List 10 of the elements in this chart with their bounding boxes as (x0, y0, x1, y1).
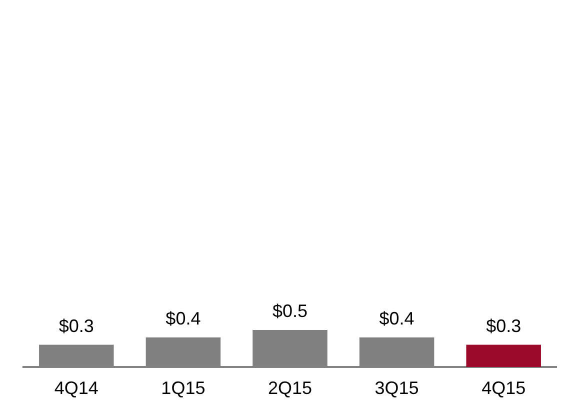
data-label: $0.4 (379, 308, 414, 328)
x-tick-label: 1Q15 (161, 378, 206, 398)
x-tick-label: 4Q15 (482, 378, 526, 398)
data-label: $0.3 (486, 316, 522, 336)
x-tick-label: 4Q14 (54, 378, 98, 398)
data-label: $0.3 (58, 316, 94, 336)
x-tick-label: 2Q15 (268, 378, 312, 398)
x-tick-label: 3Q15 (374, 378, 419, 398)
data-label: $0.5 (272, 301, 308, 321)
data-label: $0.4 (166, 308, 201, 328)
